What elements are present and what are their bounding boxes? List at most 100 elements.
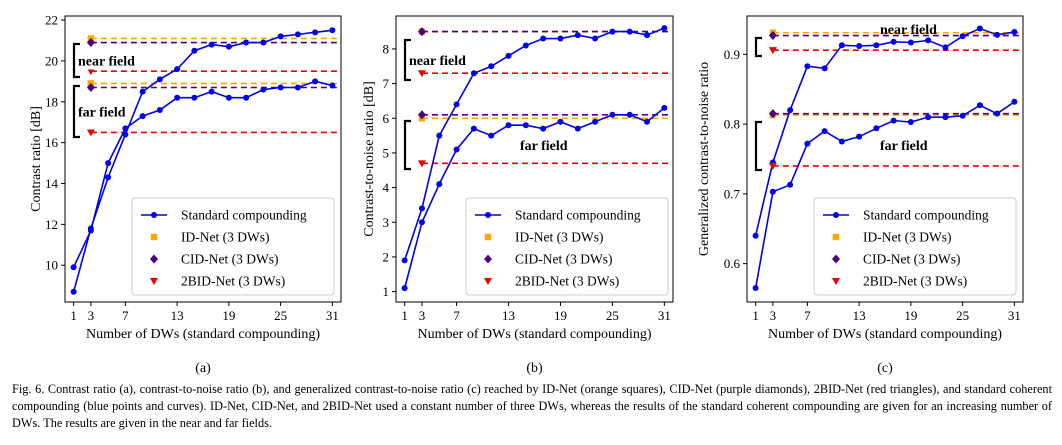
standard-compounding-point xyxy=(470,70,477,77)
standard-compounding-point xyxy=(626,28,633,35)
y-axis-label: Generalized contrast-to-noise ratio xyxy=(697,62,712,256)
y-axis-label: Contrast-to-noise ratio [dB] xyxy=(362,81,377,237)
legend-box xyxy=(813,197,1017,296)
standard-compounding-point xyxy=(329,82,336,89)
panel-label: (a) xyxy=(195,361,211,376)
x-tick-label: 25 xyxy=(274,308,287,323)
standard-compounding-point xyxy=(1011,29,1018,36)
standard-compounding-point xyxy=(959,33,966,40)
standard-compounding-point xyxy=(959,112,966,119)
standard-compounding-point xyxy=(644,118,651,125)
standard-compounding-point xyxy=(453,146,460,153)
legend-marker-diamond xyxy=(150,254,158,264)
standard-compounding-point xyxy=(942,44,949,51)
standard-compounding-point xyxy=(156,106,163,113)
standard-compounding-point xyxy=(294,84,301,91)
standard-compounding-line xyxy=(72,80,333,268)
x-tick-label: 3 xyxy=(88,308,95,323)
standard-compounding-point xyxy=(787,181,794,188)
standard-compounding-point xyxy=(436,181,443,188)
legend-label: CID-Net (3 DWs) xyxy=(863,252,960,267)
cidnet-marker xyxy=(768,31,777,41)
bidnet-marker xyxy=(417,160,426,168)
standard-compounding-point xyxy=(942,114,949,121)
standard-compounding-line xyxy=(403,27,665,261)
standard-compounding-point xyxy=(661,25,668,32)
standard-compounding-point xyxy=(821,128,828,135)
legend-label: CID-Net (3 DWs) xyxy=(515,252,612,267)
chart-panel: 1 3 7 13 19 25 31 0.6 0.7 0.8 0.9 Number of DWs (st… xyxy=(697,15,1024,376)
standard-compounding-line xyxy=(403,107,665,289)
standard-compounding-point xyxy=(856,42,863,49)
standard-compounding-point xyxy=(522,122,529,129)
legend-box xyxy=(465,197,669,296)
field-bracket xyxy=(403,119,411,171)
standard-compounding-point xyxy=(260,39,267,46)
standard-compounding-point xyxy=(540,35,547,42)
standard-compounding-point xyxy=(277,84,284,91)
standard-compounding-point xyxy=(838,138,845,145)
standard-compounding-point xyxy=(191,47,198,54)
standard-compounding-point xyxy=(873,125,880,132)
standard-compounding-point xyxy=(890,38,897,45)
standard-compounding-point xyxy=(925,114,932,121)
x-axis-label: Number of DWs (standard compounding) xyxy=(417,327,651,342)
bidnet-marker xyxy=(86,129,95,137)
standard-compounding-point xyxy=(522,42,529,49)
standard-compounding-point xyxy=(208,41,215,48)
standard-compounding-point xyxy=(401,285,408,292)
standard-compounding-point xyxy=(418,205,425,212)
legend-label: ID-Net (3 DWs) xyxy=(181,230,269,245)
field-label-background xyxy=(76,54,138,70)
y-tick-label: 2 xyxy=(383,249,390,264)
legend-marker-circle xyxy=(485,212,491,218)
x-axis-label: Number of DWs (standard compounding) xyxy=(86,327,320,342)
legend-marker-circle xyxy=(833,212,839,218)
cidnet-marker xyxy=(86,83,95,92)
x-tick-label: 13 xyxy=(853,308,866,323)
cidnet-marker xyxy=(417,110,426,120)
y-tick-label: 16 xyxy=(45,135,59,150)
x-tick-label: 1 xyxy=(70,308,77,323)
standard-compounding-point xyxy=(890,117,897,124)
y-tick-label: 1 xyxy=(383,284,390,299)
standard-compounding-point xyxy=(505,122,512,129)
x-tick-label: 19 xyxy=(904,308,917,323)
x-tick-label: 19 xyxy=(554,308,567,323)
bidnet-marker xyxy=(768,162,777,170)
legend-marker-square xyxy=(150,233,158,241)
chart-panel: 1 3 7 13 19 25 31 10 12 14 16 18 20 22 Number of DWs (… xyxy=(29,13,342,376)
field-label: far field xyxy=(520,139,568,154)
legend-marker-diamond xyxy=(832,254,840,264)
x-tick-label: 13 xyxy=(171,308,184,323)
legend-label: 2BID-Net (3 DWs) xyxy=(863,274,967,289)
field-bracket xyxy=(754,120,762,172)
field-bracket xyxy=(754,36,762,58)
legend-marker-triangle xyxy=(150,278,158,285)
standard-compounding-point xyxy=(122,125,129,132)
legend-label: 2BID-Net (3 DWs) xyxy=(181,274,285,289)
field-bracket xyxy=(72,42,80,79)
y-tick-label: 6 xyxy=(383,111,390,126)
standard-compounding-line xyxy=(72,29,333,292)
field-label: far field xyxy=(880,139,928,154)
standard-compounding-point xyxy=(626,111,633,118)
standard-compounding-point xyxy=(592,118,599,125)
y-tick-label: 20 xyxy=(45,53,58,68)
cidnet-marker xyxy=(417,27,426,37)
standard-compounding-point xyxy=(752,285,759,292)
standard-compounding-point xyxy=(804,140,811,147)
legend-label: CID-Net (3 DWs) xyxy=(181,252,278,267)
field-label: near field xyxy=(78,55,135,70)
y-tick-label: 3 xyxy=(383,215,390,230)
standard-compounding-point xyxy=(505,52,512,59)
standard-compounding-point xyxy=(329,27,336,34)
standard-compounding-point xyxy=(540,125,547,132)
standard-compounding-point xyxy=(994,31,1001,38)
legend-label: Standard compounding xyxy=(515,208,641,223)
standard-compounding-point xyxy=(838,42,845,49)
y-tick-label: 0.7 xyxy=(724,186,741,201)
standard-compounding-point xyxy=(804,63,811,70)
panel-label: (b) xyxy=(526,361,543,376)
standard-compounding-point xyxy=(609,28,616,35)
